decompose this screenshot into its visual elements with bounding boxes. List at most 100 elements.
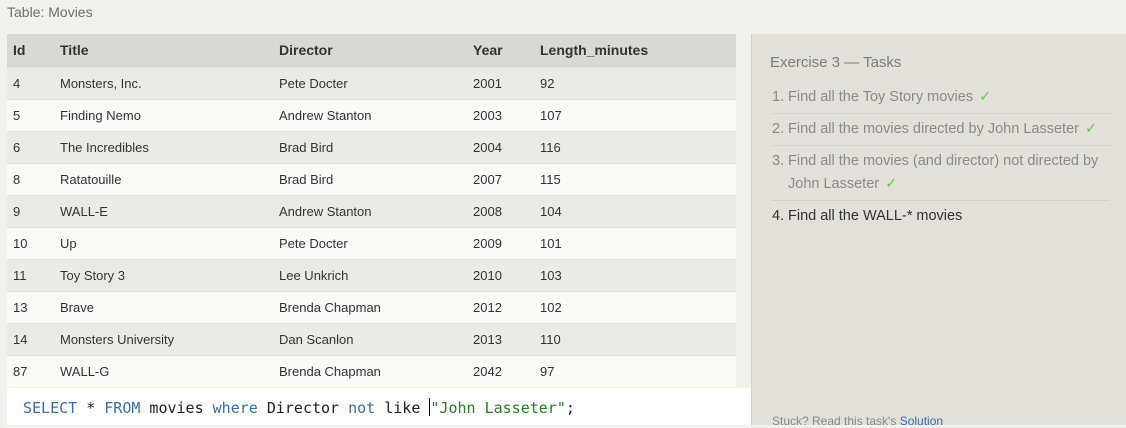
table-caption: Table: Movies xyxy=(7,4,93,20)
sql-query-editor[interactable]: SELECT * FROM movies where Director not … xyxy=(7,388,751,425)
cell-year: 2042 xyxy=(473,363,502,379)
cell-length: 102 xyxy=(540,299,562,315)
sql-text: like xyxy=(375,399,430,417)
cell-title: Brave xyxy=(60,299,94,315)
cell-year: 2009 xyxy=(473,235,502,251)
task-item-done: 3. Find all the movies (and director) no… xyxy=(772,150,1110,201)
cell-year: 2004 xyxy=(473,139,502,155)
stuck-hint: Stuck? Read this task's Solution xyxy=(772,414,943,428)
cell-director: Pete Docter xyxy=(279,75,348,91)
table-row: 87 WALL-G Brenda Chapman 2042 97 xyxy=(7,355,736,387)
sql-string-literal: "John Lasseter" xyxy=(430,399,566,417)
task-number: 1. xyxy=(772,89,785,105)
sql-text: * xyxy=(77,399,105,417)
cell-director: Brad Bird xyxy=(279,139,334,155)
task-text: Find all the movies (and director) not d… xyxy=(788,153,1099,192)
checkmark-icon: ✓ xyxy=(979,89,992,105)
task-number: 2. xyxy=(772,121,785,137)
cell-id: 13 xyxy=(13,299,28,315)
table-row: 5 Finding Nemo Andrew Stanton 2003 107 xyxy=(7,99,736,131)
cell-director: Lee Unkrich xyxy=(279,267,349,283)
cell-director: Brenda Chapman xyxy=(279,299,381,315)
cell-year: 2001 xyxy=(473,75,502,91)
cell-director: Andrew Stanton xyxy=(279,107,372,123)
table-row: 10 Up Pete Docter 2009 101 xyxy=(7,227,736,259)
task-number: 3. xyxy=(772,153,785,169)
cell-director: Andrew Stanton xyxy=(279,203,372,219)
sql-keyword-where: where xyxy=(212,399,258,417)
cell-length: 107 xyxy=(540,107,562,123)
column-header-year: Year xyxy=(473,42,503,59)
task-text: Find all the movies directed by John Las… xyxy=(788,121,1079,137)
checkmark-icon: ✓ xyxy=(885,176,898,192)
sql-text: Director xyxy=(257,399,349,417)
table-row: 6 The Incredibles Brad Bird 2004 116 xyxy=(7,131,736,163)
cell-length: 101 xyxy=(540,235,562,251)
sql-keyword-not: not xyxy=(348,399,376,417)
results-table-container: Id Title Director Year Length_minutes 4 … xyxy=(7,34,736,388)
column-header-id: Id xyxy=(13,42,26,59)
cell-length: 104 xyxy=(540,203,562,219)
sql-text: movies xyxy=(140,399,213,417)
hint-text: Stuck? Read this task's xyxy=(772,414,900,428)
table-row: 14 Monsters University Dan Scanlon 2013 … xyxy=(7,323,736,355)
task-item-current: 4. Find all the WALL-* movies xyxy=(772,205,1110,232)
cell-id: 5 xyxy=(13,107,21,123)
text-cursor xyxy=(429,398,431,416)
cell-director: Pete Docter xyxy=(279,235,348,251)
cell-length: 116 xyxy=(540,139,561,155)
cell-director: Brenda Chapman xyxy=(279,363,381,379)
results-table: Id Title Director Year Length_minutes 4 … xyxy=(7,34,736,387)
cell-length: 92 xyxy=(540,75,555,91)
task-text: Find all the WALL-* movies xyxy=(788,208,963,224)
exercise-title: Exercise 3 — Tasks xyxy=(770,54,902,71)
cell-title: WALL-E xyxy=(60,203,108,219)
task-text: Find all the Toy Story movies xyxy=(788,89,974,105)
cell-length: 110 xyxy=(540,331,561,347)
table-row: 13 Brave Brenda Chapman 2012 102 xyxy=(7,291,736,323)
table-row: 8 Ratatouille Brad Bird 2007 115 xyxy=(7,163,736,195)
cell-title: Monsters University xyxy=(60,331,175,347)
cell-length: 97 xyxy=(540,363,555,379)
sql-keyword-from: FROM xyxy=(104,399,141,417)
cell-title: Up xyxy=(60,235,77,251)
column-header-title: Title xyxy=(60,42,89,59)
cell-year: 2013 xyxy=(473,331,502,347)
column-header-director: Director xyxy=(279,42,333,59)
cell-title: WALL-G xyxy=(60,363,110,379)
table-row: 4 Monsters, Inc. Pete Docter 2001 92 xyxy=(7,67,736,99)
table-row: 9 WALL-E Andrew Stanton 2008 104 xyxy=(7,195,736,227)
cell-title: Finding Nemo xyxy=(60,107,141,123)
cell-title: Toy Story 3 xyxy=(60,267,126,283)
solution-link[interactable]: Solution xyxy=(899,414,944,428)
cell-id: 11 xyxy=(13,267,27,283)
sql-text: ; xyxy=(565,399,575,417)
column-header-length: Length_minutes xyxy=(540,42,649,59)
sql-keyword-select: SELECT xyxy=(23,399,78,417)
table-scrollbar[interactable] xyxy=(736,34,750,388)
cell-title: Ratatouille xyxy=(60,171,122,187)
cell-year: 2003 xyxy=(473,107,502,123)
table-row: 11 Toy Story 3 Lee Unkrich 2010 103 xyxy=(7,259,736,291)
cell-year: 2007 xyxy=(473,171,502,187)
cell-year: 2008 xyxy=(473,203,502,219)
task-number: 4. xyxy=(772,208,785,224)
cell-title: Monsters, Inc. xyxy=(60,75,142,91)
cell-director: Dan Scanlon xyxy=(279,331,354,347)
cell-id: 87 xyxy=(13,363,28,379)
cell-id: 4 xyxy=(13,75,21,91)
task-list: 1. Find all the Toy Story movies ✓ 2. Fin… xyxy=(772,86,1110,236)
cell-year: 2012 xyxy=(473,299,502,315)
cell-id: 14 xyxy=(13,331,28,347)
checkmark-icon: ✓ xyxy=(1084,121,1098,137)
cell-title: The Incredibles xyxy=(60,139,149,155)
cell-id: 10 xyxy=(13,235,28,251)
exercise-panel: Exercise 3 — Tasks 1. Find all the Toy S… xyxy=(751,34,1126,428)
cell-id: 9 xyxy=(13,203,21,219)
task-item-done: 1. Find all the Toy Story movies ✓ xyxy=(772,86,1110,114)
cell-year: 2010 xyxy=(473,267,502,283)
table-header-row: Id Title Director Year Length_minutes xyxy=(7,34,736,67)
cell-length: 115 xyxy=(540,171,561,187)
cell-length: 103 xyxy=(540,267,562,283)
task-item-done: 2. Find all the movies directed by John … xyxy=(772,118,1110,146)
